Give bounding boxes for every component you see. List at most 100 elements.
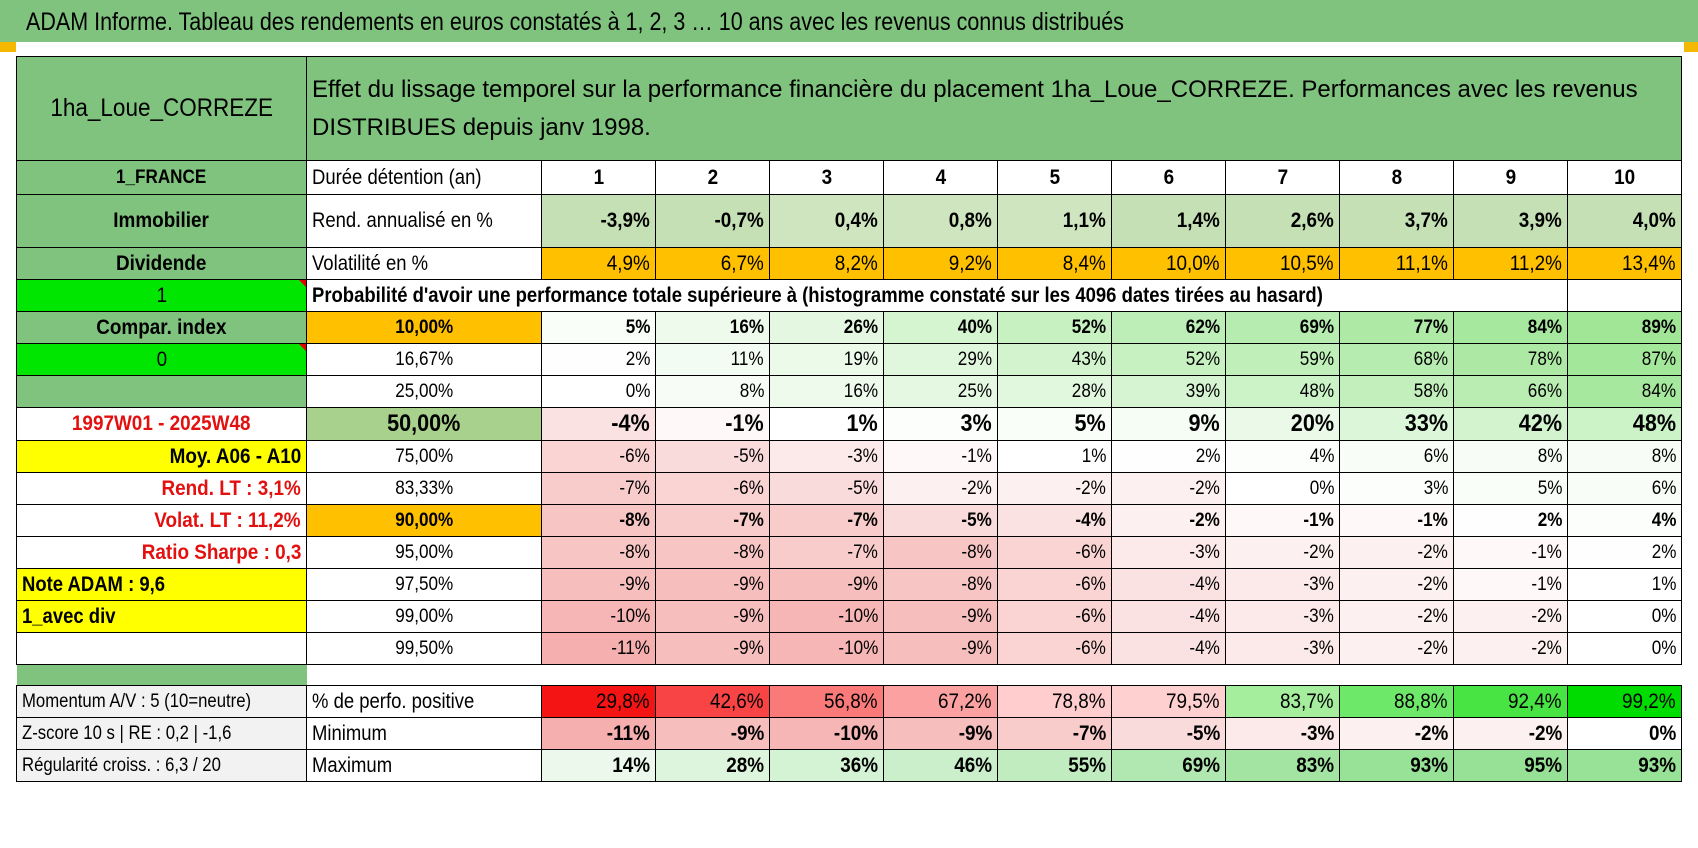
maximum-value: 93% (1567, 749, 1682, 782)
income-type-text: Dividende (116, 251, 207, 275)
rend-value-text: -3,9% (600, 209, 650, 232)
maximum-value: 36% (769, 749, 884, 782)
threshold-pct-text: 83,33% (394, 477, 453, 499)
volat-value-text: 13,4% (1622, 251, 1676, 275)
prob-value-text: 0% (1651, 637, 1676, 659)
prob-value: 1% (769, 407, 884, 441)
minimum-value: 0% (1567, 717, 1682, 750)
sharpe-ratio: Ratio Sharpe : 0,3 (16, 536, 307, 569)
rend-value-text: 1,4% (1176, 209, 1220, 232)
threshold-pct-text: 50,00% (387, 410, 461, 437)
prob-value: 42% (1453, 407, 1568, 441)
year-header: 7 (1225, 160, 1340, 195)
zscore: Z-score 10 s | RE : 0,2 | -1,6 (16, 717, 307, 750)
prob-value: -8% (883, 568, 998, 601)
label-volat-text: Volatilité en % (312, 251, 429, 275)
prob-value-text: -3% (1303, 637, 1334, 659)
empty-side (16, 375, 307, 408)
regularite: Régularité croiss. : 6,3 / 20 (16, 749, 307, 782)
threshold-pct: 75,00% (306, 440, 542, 473)
threshold-pct: 50,00% (306, 407, 542, 441)
prob-value: -9% (769, 568, 884, 601)
prob-value-text: 48% (1632, 410, 1676, 437)
prob-value-text: -4% (1189, 605, 1220, 627)
prob-value: -9% (883, 600, 998, 633)
rend-lt: Rend. LT : 3,1% (16, 472, 307, 505)
prob-value-text: -4% (1189, 573, 1220, 595)
fund-name-text: 1ha_Loue_CORREZE (50, 94, 273, 122)
prob-value-text: -9% (961, 605, 992, 627)
prob-value-text: 16% (729, 316, 764, 338)
minimum-value-text: -3% (1300, 721, 1334, 745)
prob-value-text: -9% (733, 573, 764, 595)
prob-value-text: 39% (1185, 380, 1220, 402)
empty-side (16, 632, 307, 665)
volat-value: 11,2% (1453, 247, 1568, 280)
prob-value-text: -7% (619, 477, 650, 499)
prob-value-text: 9% (1188, 410, 1220, 437)
table-row: 1ha_Loue_CORREZE Effet du lissage tempore… (16, 56, 1682, 161)
volat-value: 10,5% (1225, 247, 1340, 280)
prob-value: -1% (883, 440, 998, 473)
prob-value: 28% (997, 375, 1112, 408)
table-row: 99,50% -11% -9% -10% -9% -6% -4% -3% -2% -2% 0% (16, 632, 1682, 665)
prob-value: 19% (769, 343, 884, 376)
table-row: Z-score 10 s | RE : 0,2 | -1,6 Minimum -11… (16, 717, 1682, 750)
prob-value-text: -6% (1075, 605, 1106, 627)
prob-value-text: 6% (1423, 445, 1448, 467)
rend-value-text: 1,1% (1062, 209, 1106, 232)
label-maximum: Maximum (306, 749, 542, 782)
prob-value: 4% (1567, 504, 1682, 537)
prob-value-text: 0% (1309, 477, 1334, 499)
minimum-value: -2% (1453, 717, 1568, 750)
table-row: Moy. A06 - A10 75,00% -6% -5% -3% -1% 1% 2% 4% 6%… (16, 440, 1682, 473)
year-header-text: 8 (1391, 165, 1402, 189)
year-header: 3 (769, 160, 884, 195)
threshold-pct: 10,00% (306, 311, 542, 344)
prob-value-text: -6% (1075, 541, 1106, 563)
prob-value-text: 52% (1071, 316, 1106, 338)
prob-value-text: 0% (1651, 605, 1676, 627)
label-duree-text: Durée détention (an) (312, 165, 482, 189)
prob-value-text: -2% (1417, 605, 1448, 627)
momentum: Momentum A/V : 5 (10=neutre) (16, 685, 307, 718)
table-row: Immobilier Rend. annualisé en % -3,9% -0,7%… (16, 194, 1682, 248)
minimum-value: -10% (769, 717, 884, 750)
volat-lt: Volat. LT : 11,2% (16, 504, 307, 537)
prob-value: -2% (997, 472, 1112, 505)
minimum-value-text: -2% (1414, 721, 1448, 745)
year-header-text: 9 (1505, 165, 1516, 189)
table-row: 25,00% 0% 8% 16% 25% 28% 39% 48% 58% 66% 84% (16, 375, 1682, 408)
table-row: Rend. LT : 3,1% 83,33% -7% -6% -5% -2% -2% -2% 0… (16, 472, 1682, 505)
prob-value-text: -5% (847, 477, 878, 499)
prob-value: 0% (1567, 632, 1682, 665)
prob-value: -6% (997, 536, 1112, 569)
prob-value-text: 69% (1299, 316, 1334, 338)
prob-value-text: 84% (1527, 316, 1562, 338)
volat-value-text: 8,4% (1062, 251, 1106, 275)
prob-value: -7% (655, 504, 770, 537)
threshold-pct-text: 95,00% (394, 541, 453, 563)
prob-value: -9% (541, 568, 656, 601)
maximum-value: 93% (1339, 749, 1454, 782)
prob-value: 33% (1339, 407, 1454, 441)
prob-value: 43% (997, 343, 1112, 376)
prob-value: -7% (769, 504, 884, 537)
rend-value: -3,9% (541, 194, 656, 248)
prob-value: 8% (655, 375, 770, 408)
prob-value-text: -7% (733, 509, 764, 531)
minimum-value-text: -9% (958, 721, 992, 745)
volat-value-text: 11,2% (1509, 251, 1562, 275)
rend-value-text: 0,4% (834, 209, 878, 232)
prob-value-text: 68% (1413, 348, 1448, 370)
rend-value: 3,7% (1339, 194, 1454, 248)
rend-value-text: 0,8% (948, 209, 992, 232)
prob-value: -2% (1339, 632, 1454, 665)
prob-value-text: 48% (1299, 380, 1334, 402)
prob-value-text: 40% (957, 316, 992, 338)
prob-value: -2% (883, 472, 998, 505)
threshold-pct-text: 16,67% (394, 348, 453, 370)
maximum-value-text: 93% (1638, 753, 1676, 777)
rend-value: 2,6% (1225, 194, 1340, 248)
spacer (307, 665, 1682, 686)
